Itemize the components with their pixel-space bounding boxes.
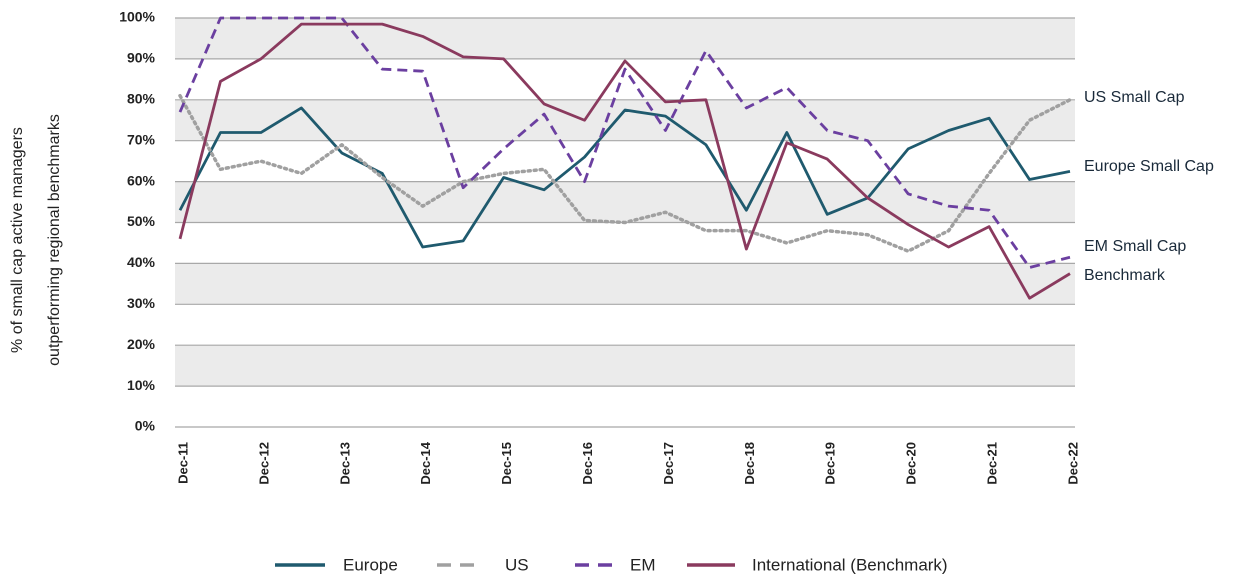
x-tick-label: Dec-22 bbox=[1065, 442, 1080, 485]
legend-label: Europe bbox=[343, 555, 398, 574]
x-tick-label: Dec-15 bbox=[499, 442, 514, 485]
y-axis-label: % of small cap active managers bbox=[9, 127, 26, 353]
x-tick-label: Dec-13 bbox=[337, 442, 352, 485]
y-tick-label: 80% bbox=[127, 91, 156, 107]
x-tick-label: Dec-17 bbox=[661, 442, 676, 485]
x-tick-label: Dec-20 bbox=[904, 442, 919, 485]
x-tick-label: Dec-14 bbox=[418, 441, 433, 484]
y-tick-label: 30% bbox=[127, 295, 156, 311]
grid-band bbox=[175, 181, 1075, 223]
x-tick-label: Dec-18 bbox=[742, 442, 757, 485]
x-tick-label: Dec-21 bbox=[985, 442, 1000, 485]
y-tick-label: 90% bbox=[127, 50, 156, 66]
x-tick-label: Dec-11 bbox=[175, 442, 190, 484]
y-tick-label: 10% bbox=[127, 377, 156, 393]
legend-label: EM bbox=[630, 555, 656, 574]
y-tick-label: 50% bbox=[127, 213, 156, 229]
y-tick-label: 40% bbox=[127, 254, 156, 270]
annotation: EM Small Cap bbox=[1084, 238, 1186, 255]
grid-band bbox=[175, 345, 1075, 387]
series-line bbox=[178, 22, 1071, 300]
y-tick-label: 0% bbox=[135, 418, 156, 434]
x-tick-label: Dec-16 bbox=[580, 442, 595, 485]
grid-band bbox=[175, 263, 1075, 305]
annotation: US Small Cap bbox=[1084, 89, 1185, 106]
series-line bbox=[178, 16, 1071, 269]
x-tick-label: Dec-19 bbox=[823, 442, 838, 485]
y-tick-label: 100% bbox=[119, 9, 155, 25]
y-axis-label: outperforming regional benchmarks bbox=[46, 114, 63, 366]
annotation: Europe Small Cap bbox=[1084, 158, 1214, 175]
legend-label: US bbox=[505, 555, 529, 574]
y-tick-label: 20% bbox=[127, 336, 156, 352]
legend-label: International (Benchmark) bbox=[752, 555, 948, 574]
x-tick-label: Dec-12 bbox=[256, 442, 271, 485]
annotation: Benchmark bbox=[1084, 267, 1166, 284]
y-tick-label: 70% bbox=[127, 131, 156, 147]
series-line bbox=[178, 106, 1071, 249]
y-tick-label: 60% bbox=[127, 172, 156, 188]
series-line bbox=[178, 93, 1072, 253]
